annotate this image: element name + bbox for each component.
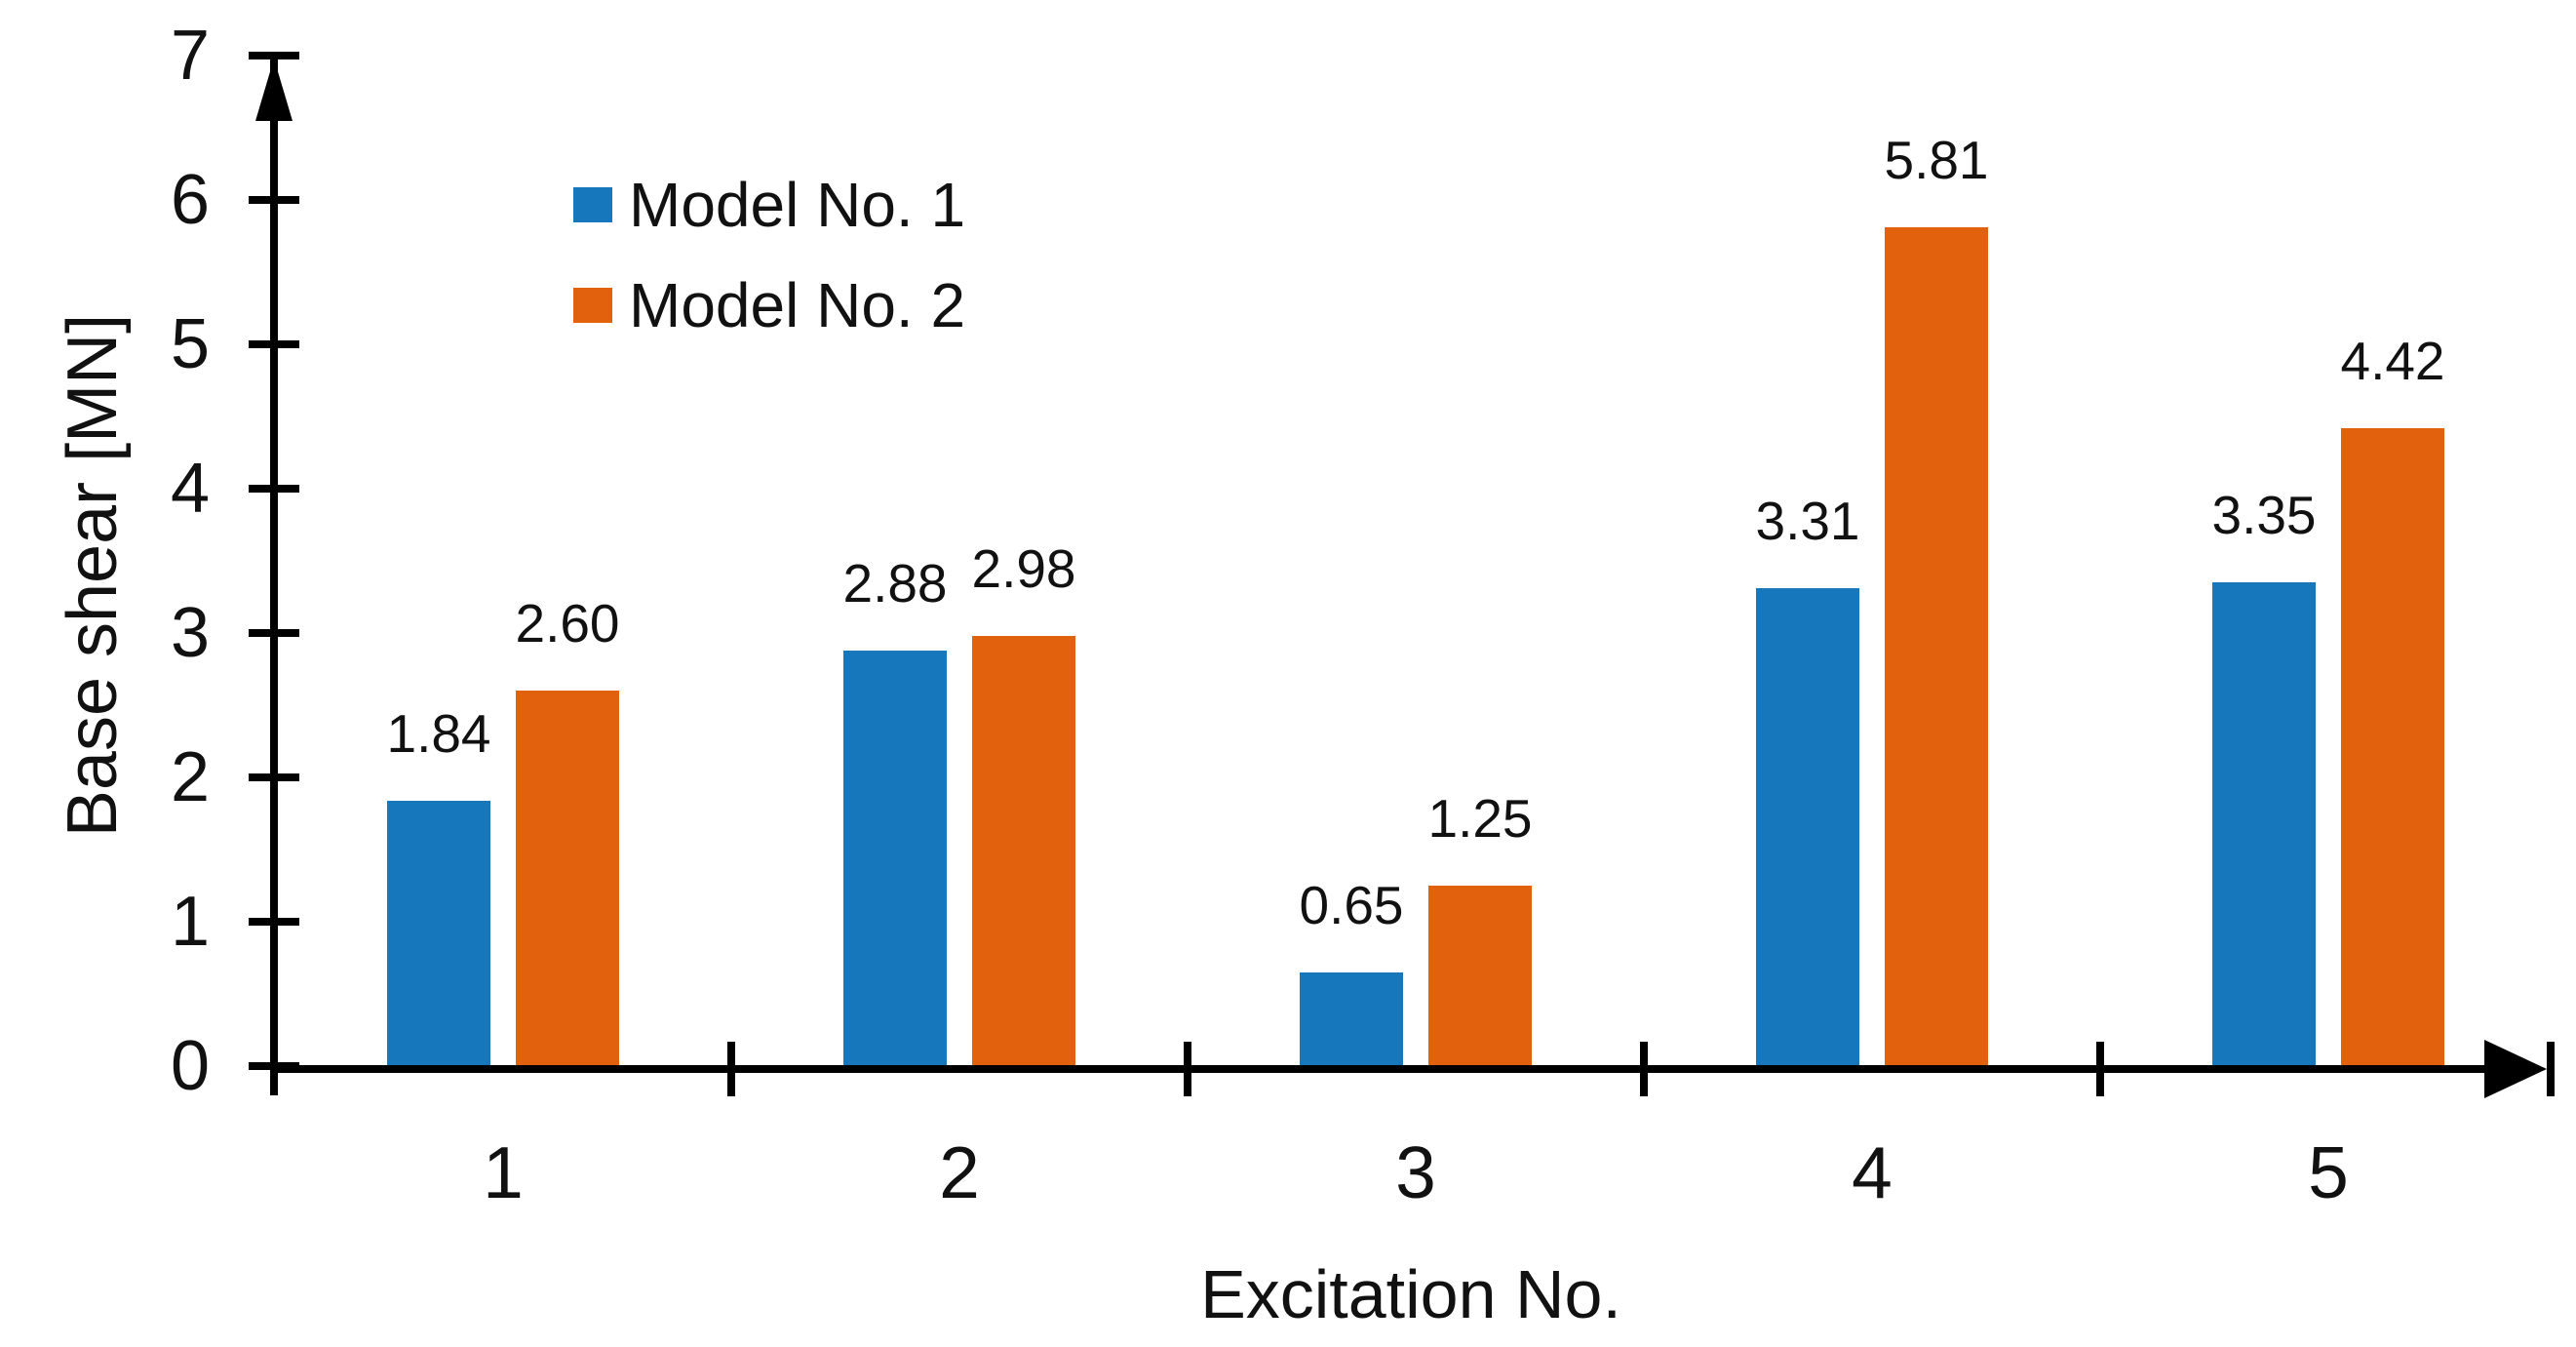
bar-model-no.-1-cat-1 xyxy=(387,801,490,1066)
y-tick xyxy=(249,340,299,348)
y-tick-label: 1 xyxy=(170,883,210,961)
x-tick xyxy=(1184,1042,1191,1096)
x-category-label: 4 xyxy=(1852,1131,1893,1213)
bar-model-no.-2-cat-1 xyxy=(516,691,619,1066)
legend-swatch-model-1 xyxy=(573,187,612,222)
x-category-label: 2 xyxy=(939,1131,980,1213)
y-tick xyxy=(249,196,299,204)
x-axis-line xyxy=(270,1065,2496,1073)
legend-item-model-1: Model No. 1 xyxy=(573,174,965,236)
y-tick xyxy=(249,629,299,637)
y-axis-line xyxy=(270,56,278,1095)
bar-value-label: 2.60 xyxy=(515,593,620,654)
bar-model-no.-2-cat-4 xyxy=(1885,227,1988,1066)
x-tick xyxy=(1640,1042,1648,1096)
y-axis-arrow-icon xyxy=(255,59,293,121)
y-tick-label: 6 xyxy=(170,161,210,239)
bar-model-no.-2-cat-5 xyxy=(2341,428,2444,1066)
x-axis-arrow-icon xyxy=(2484,1040,2547,1098)
bar-value-label: 0.65 xyxy=(1299,875,1404,935)
bar-value-label: 1.84 xyxy=(386,703,491,764)
bar-model-no.-1-cat-5 xyxy=(2212,582,2316,1066)
y-tick-label: 0 xyxy=(170,1027,210,1105)
bar-value-label: 1.25 xyxy=(1427,788,1533,849)
x-axis-endcap-tick xyxy=(2547,1042,2555,1096)
bar-model-no.-2-cat-2 xyxy=(972,636,1075,1066)
bar-value-label: 3.35 xyxy=(2211,485,2317,545)
legend-label-model-1: Model No. 1 xyxy=(629,170,966,240)
y-tick-label: 4 xyxy=(170,450,210,528)
y-tick xyxy=(249,1062,299,1070)
x-tick xyxy=(727,1042,735,1096)
x-category-label: 1 xyxy=(483,1131,524,1213)
y-tick-label: 7 xyxy=(170,17,210,95)
legend-item-model-2: Model No. 2 xyxy=(573,274,965,337)
y-tick-label: 5 xyxy=(170,305,210,383)
y-tick-label: 2 xyxy=(170,738,210,816)
bar-model-no.-2-cat-3 xyxy=(1428,886,1532,1066)
y-tick xyxy=(249,918,299,926)
legend-label-model-2: Model No. 2 xyxy=(629,270,966,340)
y-tick-label: 3 xyxy=(170,594,210,672)
bar-value-label: 3.31 xyxy=(1755,491,1860,551)
x-axis-title: Excitation No. xyxy=(1200,1256,1621,1332)
bar-value-label: 2.98 xyxy=(971,538,1076,599)
x-category-label: 3 xyxy=(1395,1131,1436,1213)
legend-swatch-model-2 xyxy=(573,288,612,323)
bar-model-no.-1-cat-4 xyxy=(1756,588,1859,1066)
bar-model-no.-1-cat-3 xyxy=(1300,972,1403,1066)
x-category-label: 5 xyxy=(2308,1131,2349,1213)
bar-value-label: 5.81 xyxy=(1884,130,1989,190)
y-tick xyxy=(249,773,299,781)
y-tick xyxy=(249,485,299,493)
bar-model-no.-1-cat-2 xyxy=(843,651,947,1066)
y-tick xyxy=(249,52,299,59)
bar-value-label: 2.88 xyxy=(842,553,948,614)
x-tick xyxy=(2096,1042,2104,1096)
bar-value-label: 4.42 xyxy=(2340,331,2445,391)
